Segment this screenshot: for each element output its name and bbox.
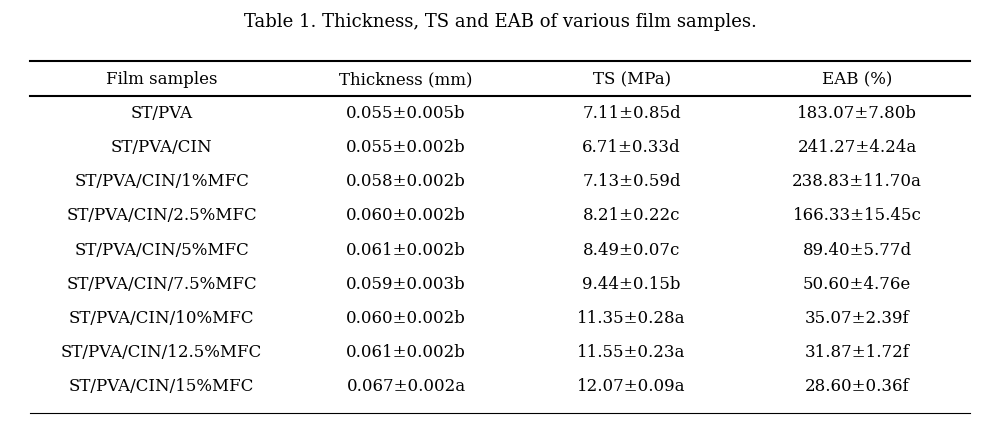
Text: TS (MPa): TS (MPa) [593, 71, 671, 88]
Text: 11.35±0.28a: 11.35±0.28a [577, 309, 686, 326]
Text: 8.49±0.07c: 8.49±0.07c [583, 241, 680, 258]
Text: ST/PVA/CIN/15%MFC: ST/PVA/CIN/15%MFC [69, 377, 254, 394]
Text: 0.058±0.002b: 0.058±0.002b [346, 173, 466, 190]
Text: EAB (%): EAB (%) [822, 71, 892, 88]
Text: 0.055±0.005b: 0.055±0.005b [346, 105, 466, 122]
Text: 7.11±0.85d: 7.11±0.85d [582, 105, 681, 122]
Text: 241.27±4.24a: 241.27±4.24a [798, 139, 917, 156]
Text: 0.061±0.002b: 0.061±0.002b [346, 343, 466, 360]
Text: 166.33±15.45c: 166.33±15.45c [793, 207, 922, 224]
Text: 0.060±0.002b: 0.060±0.002b [346, 309, 466, 326]
Text: Table 1. Thickness, TS and EAB of various film samples.: Table 1. Thickness, TS and EAB of variou… [244, 13, 756, 31]
Text: ST/PVA/CIN/12.5%MFC: ST/PVA/CIN/12.5%MFC [61, 343, 262, 360]
Text: 35.07±2.39f: 35.07±2.39f [805, 309, 910, 326]
Text: 8.21±0.22c: 8.21±0.22c [583, 207, 680, 224]
Text: 183.07±7.80b: 183.07±7.80b [797, 105, 917, 122]
Text: ST/PVA: ST/PVA [131, 105, 193, 122]
Text: ST/PVA/CIN/1%MFC: ST/PVA/CIN/1%MFC [74, 173, 249, 190]
Text: 50.60±4.76e: 50.60±4.76e [803, 275, 911, 292]
Text: 89.40±5.77d: 89.40±5.77d [803, 241, 912, 258]
Text: 9.44±0.15b: 9.44±0.15b [582, 275, 681, 292]
Text: ST/PVA/CIN/10%MFC: ST/PVA/CIN/10%MFC [69, 309, 254, 326]
Text: 0.059±0.003b: 0.059±0.003b [346, 275, 466, 292]
Text: Film samples: Film samples [106, 71, 217, 88]
Text: 6.71±0.33d: 6.71±0.33d [582, 139, 681, 156]
Text: 31.87±1.72f: 31.87±1.72f [805, 343, 910, 360]
Text: 12.07±0.09a: 12.07±0.09a [577, 377, 686, 394]
Text: 0.061±0.002b: 0.061±0.002b [346, 241, 466, 258]
Text: 0.055±0.002b: 0.055±0.002b [346, 139, 466, 156]
Text: ST/PVA/CIN/7.5%MFC: ST/PVA/CIN/7.5%MFC [66, 275, 257, 292]
Text: 28.60±0.36f: 28.60±0.36f [805, 377, 910, 394]
Text: ST/PVA/CIN: ST/PVA/CIN [111, 139, 212, 156]
Text: 238.83±11.70a: 238.83±11.70a [792, 173, 922, 190]
Text: ST/PVA/CIN/2.5%MFC: ST/PVA/CIN/2.5%MFC [66, 207, 257, 224]
Text: 7.13±0.59d: 7.13±0.59d [582, 173, 681, 190]
Text: 11.55±0.23a: 11.55±0.23a [577, 343, 686, 360]
Text: 0.060±0.002b: 0.060±0.002b [346, 207, 466, 224]
Text: 0.067±0.002a: 0.067±0.002a [346, 377, 466, 394]
Text: ST/PVA/CIN/5%MFC: ST/PVA/CIN/5%MFC [74, 241, 249, 258]
Text: Thickness (mm): Thickness (mm) [339, 71, 473, 88]
